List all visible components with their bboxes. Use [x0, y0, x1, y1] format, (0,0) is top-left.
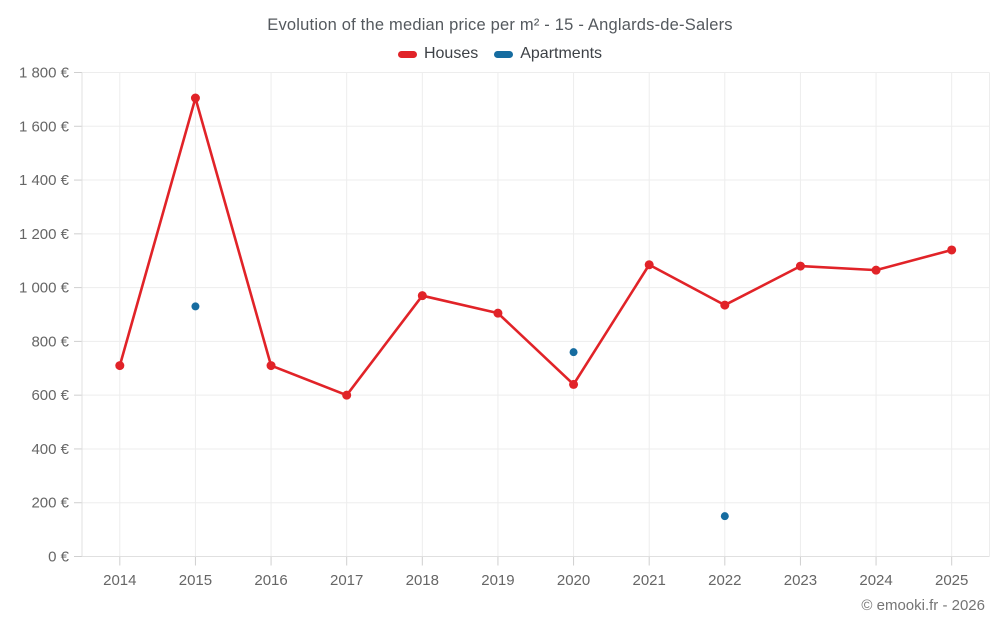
- data-point[interactable]: [569, 348, 578, 357]
- x-tick-label: 2022: [708, 572, 741, 589]
- apartments-swatch-icon: [494, 50, 514, 58]
- houses-swatch-icon: [397, 50, 417, 58]
- series-apartments[interactable]: [191, 302, 729, 521]
- data-point[interactable]: [266, 361, 276, 371]
- series-houses[interactable]: [115, 93, 957, 400]
- legend-label-houses: Houses: [423, 45, 479, 62]
- y-tick-label: 1 600 €: [19, 118, 70, 135]
- y-tick-label: 600 €: [31, 387, 69, 404]
- data-point[interactable]: [342, 390, 352, 400]
- y-tick-label: 1 400 €: [19, 172, 70, 189]
- data-point[interactable]: [417, 291, 427, 301]
- legend-item-apartments[interactable]: Apartments: [494, 45, 602, 63]
- y-tick-label: 800 €: [31, 333, 69, 350]
- x-tick-label: 2019: [481, 572, 514, 589]
- data-point[interactable]: [569, 379, 579, 389]
- chart-title: Evolution of the median price per m² - 1…: [267, 16, 733, 34]
- data-point[interactable]: [720, 512, 729, 521]
- axis-labels: 0 € 200 € 400 € 600 € 800 € 1 000 € 1 200 € 1 4…: [19, 65, 968, 590]
- x-tick-label: 2023: [784, 572, 817, 589]
- y-tick-label: 0 €: [48, 549, 70, 566]
- x-tick-label: 2018: [406, 572, 439, 589]
- data-point[interactable]: [947, 245, 957, 255]
- series-line: [118, 96, 953, 397]
- x-tick-label: 2014: [103, 572, 136, 589]
- data-point[interactable]: [190, 93, 200, 103]
- y-tick-label: 200 €: [31, 495, 69, 512]
- x-tick-label: 2020: [557, 572, 590, 589]
- y-tick-label: 1 000 €: [19, 280, 70, 297]
- legend: Houses Apartments: [0, 45, 1000, 63]
- x-tick-label: 2024: [859, 572, 892, 589]
- legend-item-houses[interactable]: Houses: [397, 45, 479, 63]
- data-point[interactable]: [795, 261, 805, 271]
- copyright-text: © emooki.fr - 2026: [861, 597, 985, 614]
- data-point[interactable]: [871, 265, 881, 275]
- data-point[interactable]: [493, 308, 503, 318]
- x-tick-label: 2016: [254, 572, 287, 589]
- data-point[interactable]: [720, 300, 730, 310]
- data-point[interactable]: [191, 302, 200, 311]
- grid: [74, 72, 990, 566]
- data-point[interactable]: [115, 361, 125, 371]
- x-tick-label: 2021: [633, 572, 666, 589]
- data-point[interactable]: [644, 260, 654, 270]
- y-tick-label: 400 €: [31, 441, 69, 458]
- x-tick-label: 2015: [179, 572, 212, 589]
- y-tick-label: 1 200 €: [19, 226, 70, 243]
- y-tick-label: 1 800 €: [19, 65, 70, 82]
- x-tick-label: 2025: [935, 572, 968, 589]
- legend-label-apartments: Apartments: [520, 45, 603, 62]
- x-tick-label: 2017: [330, 572, 363, 589]
